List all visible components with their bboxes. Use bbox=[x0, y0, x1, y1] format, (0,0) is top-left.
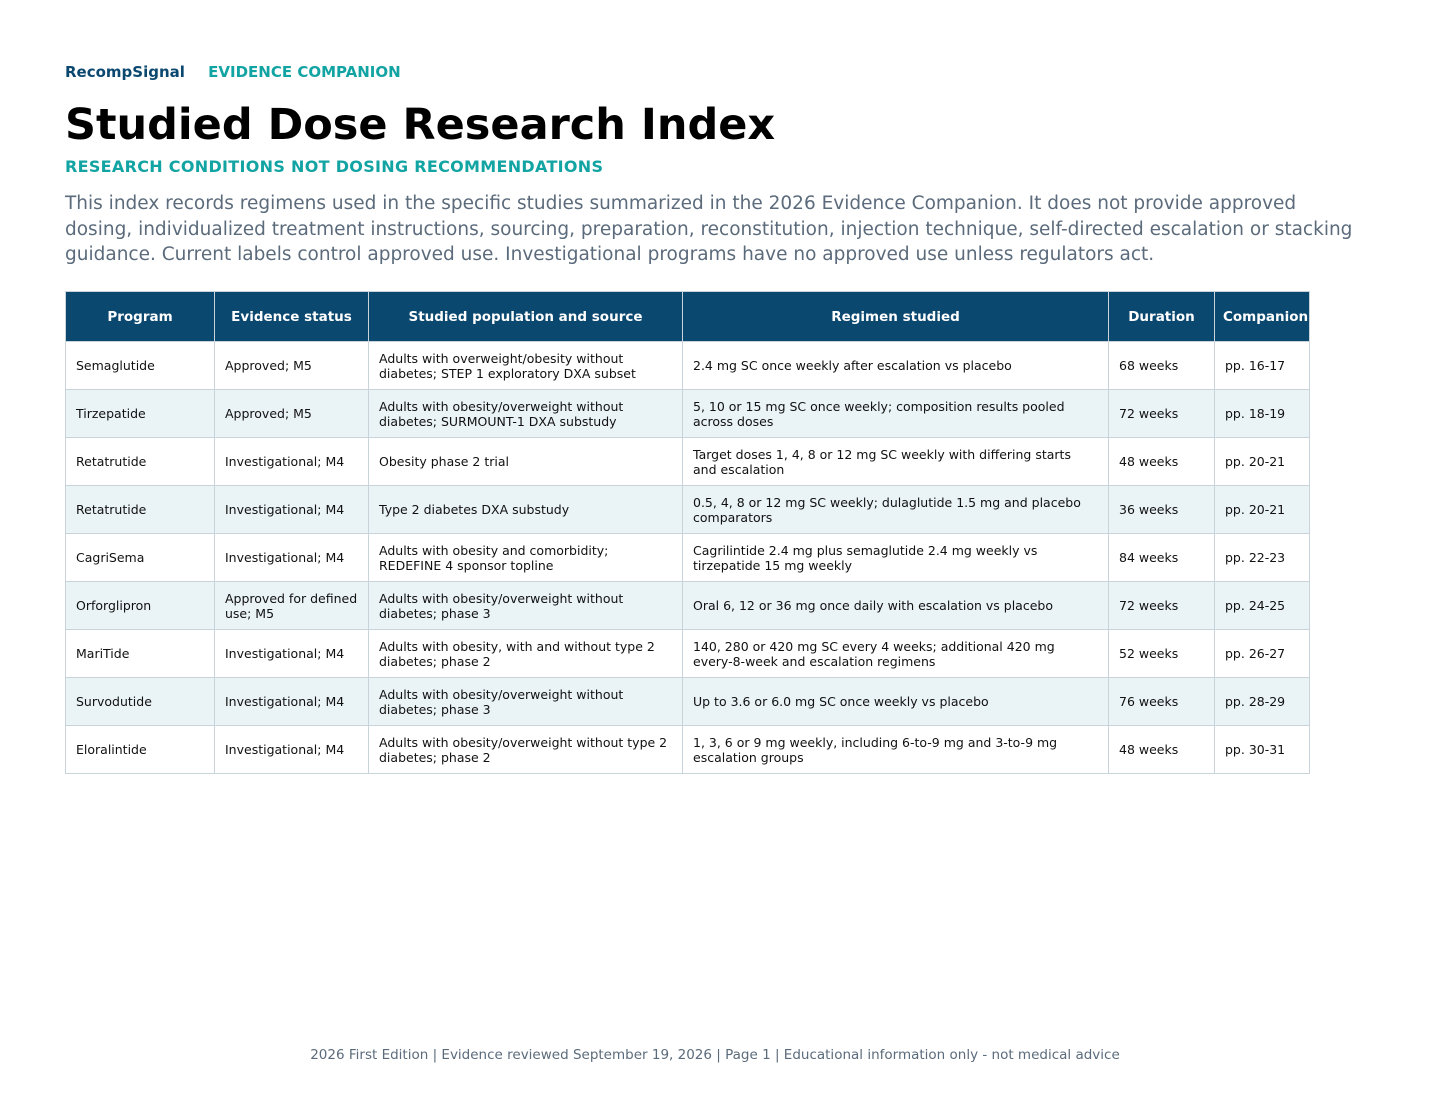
table-row: Tirzepatide Approved; M5 Adults with obe… bbox=[65, 389, 1310, 438]
cell-population: Type 2 diabetes DXA substudy bbox=[368, 485, 683, 534]
cell-regimen: 0.5, 4, 8 or 12 mg SC weekly; dulaglutid… bbox=[682, 485, 1109, 534]
cell-companion: pp. 22-23 bbox=[1214, 533, 1310, 582]
cell-population: Adults with obesity and comorbidity; RED… bbox=[368, 533, 683, 582]
cell-duration: 84 weeks bbox=[1108, 533, 1215, 582]
cell-duration: 48 weeks bbox=[1108, 437, 1215, 486]
cell-population: Adults with obesity/overweight without t… bbox=[368, 725, 683, 774]
column-header-duration: Duration bbox=[1108, 291, 1215, 342]
table-header: Program Evidence status Studied populati… bbox=[65, 291, 1310, 342]
cell-companion: pp. 24-25 bbox=[1214, 581, 1310, 630]
cell-companion: pp. 28-29 bbox=[1214, 677, 1310, 726]
cell-regimen: Cagrilintide 2.4 mg plus semaglutide 2.4… bbox=[682, 533, 1109, 582]
table-body: Semaglutide Approved; M5 Adults with ove… bbox=[65, 341, 1310, 774]
intro-paragraph: This index records regimens used in the … bbox=[65, 193, 1353, 265]
table-row: Eloralintide Investigational; M4 Adults … bbox=[65, 725, 1310, 774]
section-label: EVIDENCE COMPANION bbox=[208, 63, 401, 81]
cell-status: Investigational; M4 bbox=[214, 533, 369, 582]
cell-program: Retatrutide bbox=[65, 437, 215, 486]
cell-status: Approved for defined use; M5 bbox=[214, 581, 369, 630]
cell-regimen: 140, 280 or 420 mg SC every 4 weeks; add… bbox=[682, 629, 1109, 678]
cell-regimen: Target doses 1, 4, 8 or 12 mg SC weekly … bbox=[682, 437, 1109, 486]
cell-companion: pp. 18-19 bbox=[1214, 389, 1310, 438]
cell-regimen: 5, 10 or 15 mg SC once weekly; compositi… bbox=[682, 389, 1109, 438]
cell-population: Adults with obesity, with and without ty… bbox=[368, 629, 683, 678]
column-header-program: Program bbox=[65, 291, 215, 342]
cell-status: Approved; M5 bbox=[214, 341, 369, 390]
page-footer: 2026 First Edition | Evidence reviewed S… bbox=[310, 1047, 1120, 1063]
cell-status: Investigational; M4 bbox=[214, 485, 369, 534]
column-header-regimen: Regimen studied bbox=[682, 291, 1109, 342]
table-row: Survodutide Investigational; M4 Adults w… bbox=[65, 677, 1310, 726]
cell-population: Adults with overweight/obesity without d… bbox=[368, 341, 683, 390]
cell-duration: 52 weeks bbox=[1108, 629, 1215, 678]
cell-population: Adults with obesity/overweight without d… bbox=[368, 677, 683, 726]
header-row: Program Evidence status Studied populati… bbox=[65, 291, 1310, 342]
cell-duration: 72 weeks bbox=[1108, 581, 1215, 630]
cell-program: Eloralintide bbox=[65, 725, 215, 774]
cell-regimen: Oral 6, 12 or 36 mg once daily with esca… bbox=[682, 581, 1109, 630]
page-title: Studied Dose Research Index bbox=[65, 100, 776, 150]
cell-duration: 76 weeks bbox=[1108, 677, 1215, 726]
cell-companion: pp. 20-21 bbox=[1214, 485, 1310, 534]
cell-companion: pp. 20-21 bbox=[1214, 437, 1310, 486]
cell-duration: 36 weeks bbox=[1108, 485, 1215, 534]
cell-duration: 48 weeks bbox=[1108, 725, 1215, 774]
table-row: Retatrutide Investigational; M4 Obesity … bbox=[65, 437, 1310, 486]
brand-row: RecompSignal EVIDENCE COMPANION bbox=[65, 63, 401, 81]
cell-regimen: Up to 3.6 or 6.0 mg SC once weekly vs pl… bbox=[682, 677, 1109, 726]
cell-program: MariTide bbox=[65, 629, 215, 678]
cell-duration: 72 weeks bbox=[1108, 389, 1215, 438]
cell-program: CagriSema bbox=[65, 533, 215, 582]
cell-population: Adults with obesity/overweight without d… bbox=[368, 389, 683, 438]
cell-status: Investigational; M4 bbox=[214, 437, 369, 486]
cell-companion: pp. 30-31 bbox=[1214, 725, 1310, 774]
column-header-companion: Companion bbox=[1214, 291, 1310, 342]
cell-companion: pp. 26-27 bbox=[1214, 629, 1310, 678]
cell-status: Approved; M5 bbox=[214, 389, 369, 438]
table-row: Orforglipron Approved for defined use; M… bbox=[65, 581, 1310, 630]
cell-population: Adults with obesity/overweight without d… bbox=[368, 581, 683, 630]
table-row: Retatrutide Investigational; M4 Type 2 d… bbox=[65, 485, 1310, 534]
column-header-evidence-status: Evidence status bbox=[214, 291, 369, 342]
brand-name: RecompSignal bbox=[65, 63, 185, 81]
cell-program: Orforglipron bbox=[65, 581, 215, 630]
cell-status: Investigational; M4 bbox=[214, 725, 369, 774]
cell-program: Semaglutide bbox=[65, 341, 215, 390]
cell-companion: pp. 16-17 bbox=[1214, 341, 1310, 390]
dose-index-table: Program Evidence status Studied populati… bbox=[65, 291, 1310, 774]
cell-duration: 68 weeks bbox=[1108, 341, 1215, 390]
cell-program: Survodutide bbox=[65, 677, 215, 726]
table-row: Semaglutide Approved; M5 Adults with ove… bbox=[65, 341, 1310, 390]
table-row: MariTide Investigational; M4 Adults with… bbox=[65, 629, 1310, 678]
cell-regimen: 2.4 mg SC once weekly after escalation v… bbox=[682, 341, 1109, 390]
cell-status: Investigational; M4 bbox=[214, 629, 369, 678]
cell-program: Retatrutide bbox=[65, 485, 215, 534]
cell-status: Investigational; M4 bbox=[214, 677, 369, 726]
page-subtitle: RESEARCH CONDITIONS NOT DOSING RECOMMEND… bbox=[65, 157, 604, 176]
column-header-population: Studied population and source bbox=[368, 291, 683, 342]
cell-regimen: 1, 3, 6 or 9 mg weekly, including 6-to-9… bbox=[682, 725, 1109, 774]
table-row: CagriSema Investigational; M4 Adults wit… bbox=[65, 533, 1310, 582]
cell-program: Tirzepatide bbox=[65, 389, 215, 438]
cell-population: Obesity phase 2 trial bbox=[368, 437, 683, 486]
